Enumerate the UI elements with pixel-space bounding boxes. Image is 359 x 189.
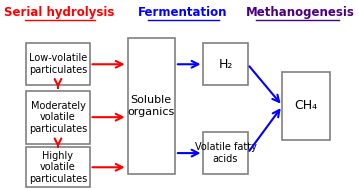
FancyBboxPatch shape <box>127 38 175 174</box>
FancyBboxPatch shape <box>204 43 248 85</box>
Text: Low-volatile
particulates: Low-volatile particulates <box>29 53 87 75</box>
Text: Serial hydrolysis: Serial hydrolysis <box>4 6 115 19</box>
FancyBboxPatch shape <box>204 132 248 174</box>
Text: Highly
volatile
particulates: Highly volatile particulates <box>29 151 87 184</box>
Text: Moderately
volatile
particulates: Moderately volatile particulates <box>29 101 87 134</box>
Text: Fermentation: Fermentation <box>138 6 228 19</box>
Text: Soluble
organics: Soluble organics <box>127 95 175 117</box>
FancyBboxPatch shape <box>283 72 330 140</box>
Text: Methanogenesis: Methanogenesis <box>246 6 354 19</box>
FancyBboxPatch shape <box>26 147 90 187</box>
Text: CH₄: CH₄ <box>295 99 318 112</box>
Text: H₂: H₂ <box>218 58 233 71</box>
FancyBboxPatch shape <box>26 91 90 144</box>
Text: Volatile fatty
acids: Volatile fatty acids <box>195 142 256 164</box>
FancyBboxPatch shape <box>26 43 90 85</box>
